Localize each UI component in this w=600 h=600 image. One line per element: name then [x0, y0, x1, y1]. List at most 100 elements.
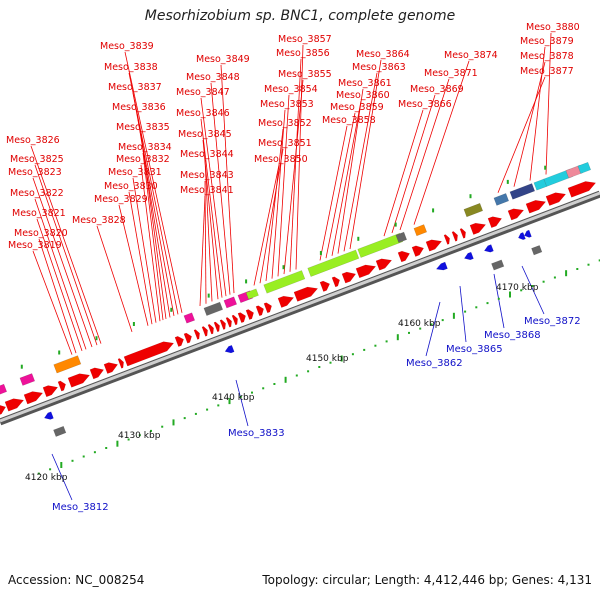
scale-tick: [329, 361, 332, 364]
gene-label-meso-3874: Meso_3874: [444, 50, 498, 61]
gene-label-meso-3855: Meso_3855: [278, 69, 332, 80]
gene-label-meso-3828: Meso_3828: [72, 215, 126, 226]
leader-line: [132, 177, 157, 323]
leader-line: [204, 180, 207, 304]
reverse-gene-2: [53, 425, 67, 437]
leader-line: [220, 64, 235, 294]
forward-gene-36: [459, 228, 466, 239]
leader-line: [493, 273, 505, 329]
leader-line: [545, 32, 552, 175]
scale-tick: [497, 297, 500, 300]
scale-tick: [82, 455, 85, 458]
gene-label-meso-3862: Meso_3862: [406, 358, 463, 369]
leader-line: [399, 78, 450, 231]
leader-line: [271, 109, 286, 279]
gene-label-meso-3864: Meso_3864: [356, 49, 410, 60]
leader-line: [32, 177, 93, 348]
gene-label-meso-3879: Meso_3879: [520, 36, 574, 47]
forward-gene-17: [219, 319, 226, 330]
scale-tick: [228, 398, 231, 405]
reverse-gene-1: [43, 411, 54, 420]
leader-line: [253, 164, 280, 286]
gene-label-meso-3838: Meso_3838: [104, 62, 158, 73]
feature-block-5: [203, 301, 224, 316]
scale-tick: [183, 417, 186, 420]
scale-tick: [273, 383, 276, 385]
leader-line: [136, 112, 171, 318]
leader-line: [204, 159, 213, 302]
scale-tick: [452, 312, 455, 319]
forward-gene-29: [355, 264, 377, 279]
leader-line: [259, 148, 284, 284]
gene-label-meso-3839: Meso_3839: [100, 41, 154, 52]
forward-gene-24: [277, 295, 295, 308]
gene-label-meso-3865: Meso_3865: [446, 344, 503, 355]
leader-line: [513, 61, 546, 187]
outer-tick: [357, 236, 360, 241]
gene-label-meso-3823: Meso_3823: [8, 167, 62, 178]
gene-label-meso-3868: Meso_3868: [484, 330, 541, 341]
forward-gene-9: [117, 358, 124, 369]
leader-line: [51, 453, 73, 501]
gene-label-meso-3847: Meso_3847: [176, 87, 230, 98]
feature-block-16: [509, 183, 536, 200]
forward-gene-42: [567, 181, 597, 198]
scale-tick: [553, 276, 556, 279]
gene-label-meso-3812: Meso_3812: [52, 502, 109, 513]
feature-block-6: [223, 296, 238, 309]
forward-gene-30: [375, 258, 393, 271]
forward-gene-4: [42, 385, 59, 398]
gene-label-meso-3852: Meso_3852: [258, 118, 312, 129]
outer-tick: [95, 336, 98, 341]
leader-line: [337, 88, 364, 254]
scale-tick: [464, 310, 467, 313]
gene-label-meso-3856: Meso_3856: [276, 48, 330, 59]
leader-line: [132, 92, 175, 316]
reverse-gene-8: [518, 232, 526, 241]
gene-label-meso-3846: Meso_3846: [176, 108, 230, 119]
scale-label-4150: 4150 kbp: [306, 354, 349, 364]
leader-line: [283, 79, 304, 275]
leader-line: [277, 94, 290, 277]
gene-label-meso-3826: Meso_3826: [6, 135, 60, 146]
forward-gene-27: [331, 276, 340, 288]
scale-label-4170: 4170 kbp: [496, 283, 539, 293]
leader-line: [331, 100, 362, 256]
leader-line: [325, 112, 356, 259]
forward-gene-13: [193, 329, 200, 340]
leader-line: [32, 250, 73, 355]
feature-block-2: [19, 373, 36, 386]
genome-summary: Topology: circular; Length: 4,412,446 bp…: [262, 573, 592, 587]
forward-gene-26: [319, 280, 330, 292]
forward-gene-7: [89, 367, 105, 380]
scale-tick: [194, 412, 197, 415]
leader-line: [142, 152, 164, 321]
forward-gene-11: [174, 336, 184, 347]
outer-tick: [132, 322, 135, 326]
leader-line: [235, 379, 249, 427]
leader-line: [200, 118, 223, 298]
gene-label-meso-3877: Meso_3877: [520, 66, 574, 77]
scale-tick: [363, 348, 366, 351]
forward-gene-1: [0, 404, 7, 416]
reverse-gene-9: [524, 229, 532, 238]
leader-line: [319, 125, 348, 261]
feature-block-11: [357, 232, 404, 258]
reverse-gene-3: [224, 344, 235, 354]
leader-line: [391, 94, 436, 234]
forward-gene-38: [487, 216, 503, 229]
scale-tick: [295, 374, 298, 377]
feature-block-12: [395, 231, 408, 243]
gene-label-meso-3820: Meso_3820: [14, 228, 68, 239]
scale-tick: [217, 404, 220, 407]
gene-label-meso-3844: Meso_3844: [180, 149, 234, 160]
scale-tick: [262, 387, 265, 390]
leader-line: [289, 58, 302, 272]
forward-gene-20: [237, 312, 246, 324]
gene-label-meso-3863: Meso_3863: [352, 62, 406, 73]
outer-tick: [319, 251, 322, 255]
gene-label-meso-3849: Meso_3849: [196, 54, 250, 65]
gene-label-meso-3880: Meso_3880: [526, 22, 580, 33]
leader-line: [425, 301, 441, 357]
